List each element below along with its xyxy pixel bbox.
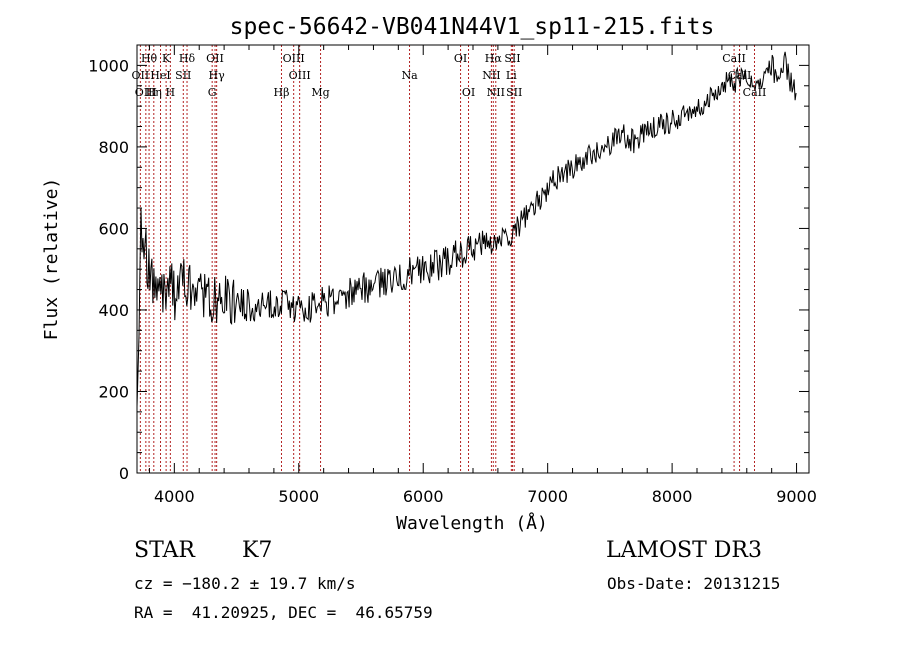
line-label-hθ: Hθ bbox=[141, 52, 158, 65]
object-subclass: K7 bbox=[242, 538, 273, 563]
line-label-hei: HeI bbox=[150, 69, 170, 82]
line-label-caii: CaII bbox=[728, 69, 752, 82]
line-label-sii: SII bbox=[175, 69, 191, 82]
line-label-hβ: Hβ bbox=[274, 86, 290, 99]
chart-title: spec-56642-VB041N44V1_sp11-215.fits bbox=[230, 14, 715, 40]
y-tick-label: 1000 bbox=[88, 56, 129, 75]
plot-frame bbox=[136, 44, 810, 474]
x-axis-label: Wavelength (Å) bbox=[396, 512, 548, 534]
x-axis-ticks: 4000 5000 6000 7000 8000 9000 bbox=[148, 45, 817, 506]
object-class: STAR bbox=[134, 538, 195, 563]
line-label-mg: Mg bbox=[311, 86, 329, 99]
spectrum-line bbox=[136, 51, 797, 407]
line-label-oiii: OIII bbox=[289, 69, 311, 82]
line-label-sii: SII bbox=[504, 52, 520, 65]
line-label-hγ: Hγ bbox=[209, 69, 226, 82]
line-label-nii: NII bbox=[487, 86, 505, 99]
line-label-oiii: OIII bbox=[135, 86, 157, 99]
y-tick-label: 200 bbox=[98, 382, 129, 401]
line-label-caii: CaII bbox=[722, 52, 746, 65]
y-tick-label: 400 bbox=[98, 301, 129, 320]
survey-name: LAMOST DR3 bbox=[606, 538, 762, 563]
ra-dec-coordinates: RA = 41.20925, DEC = 46.65759 bbox=[134, 603, 433, 622]
x-tick-label: 8000 bbox=[652, 487, 693, 506]
y-tick-label: 800 bbox=[98, 138, 129, 157]
x-tick-label: 9000 bbox=[776, 487, 817, 506]
x-tick-label: 4000 bbox=[154, 487, 195, 506]
line-label-nii: NII bbox=[482, 69, 500, 82]
y-axis-ticks: 0 200 400 600 800 1000 bbox=[88, 56, 809, 483]
line-label-g: G bbox=[208, 86, 217, 99]
line-label-hα: Hα bbox=[485, 52, 503, 65]
observation-date: Obs-Date: 20131215 bbox=[607, 574, 781, 593]
y-tick-label: 0 bbox=[119, 464, 129, 483]
line-label-oii: OII bbox=[206, 52, 224, 65]
line-label-caii: CaII bbox=[743, 86, 767, 99]
spectrum-series bbox=[136, 51, 797, 407]
x-tick-label: 6000 bbox=[403, 487, 444, 506]
y-axis-label: Flux (relative) bbox=[41, 178, 62, 341]
line-label-k: K bbox=[162, 52, 171, 65]
y-tick-label: 600 bbox=[98, 219, 129, 238]
line-label-oii: OII bbox=[132, 69, 150, 82]
line-label-h: H bbox=[166, 86, 176, 99]
line-label-hδ: Hδ bbox=[179, 52, 196, 65]
line-label-oi: OI bbox=[462, 86, 475, 99]
redshift-cz: cz = −180.2 ± 19.7 km/s bbox=[134, 574, 356, 593]
line-label-oiii: OIII bbox=[283, 52, 305, 65]
line-label-na: Na bbox=[401, 69, 418, 82]
line-label-oi: OI bbox=[454, 52, 467, 65]
line-label-sii: SII bbox=[506, 86, 522, 99]
x-tick-label: 5000 bbox=[278, 487, 319, 506]
line-label-hη: Hη bbox=[146, 86, 162, 99]
x-tick-label: 7000 bbox=[527, 487, 568, 506]
line-label-li: Li bbox=[506, 69, 517, 82]
